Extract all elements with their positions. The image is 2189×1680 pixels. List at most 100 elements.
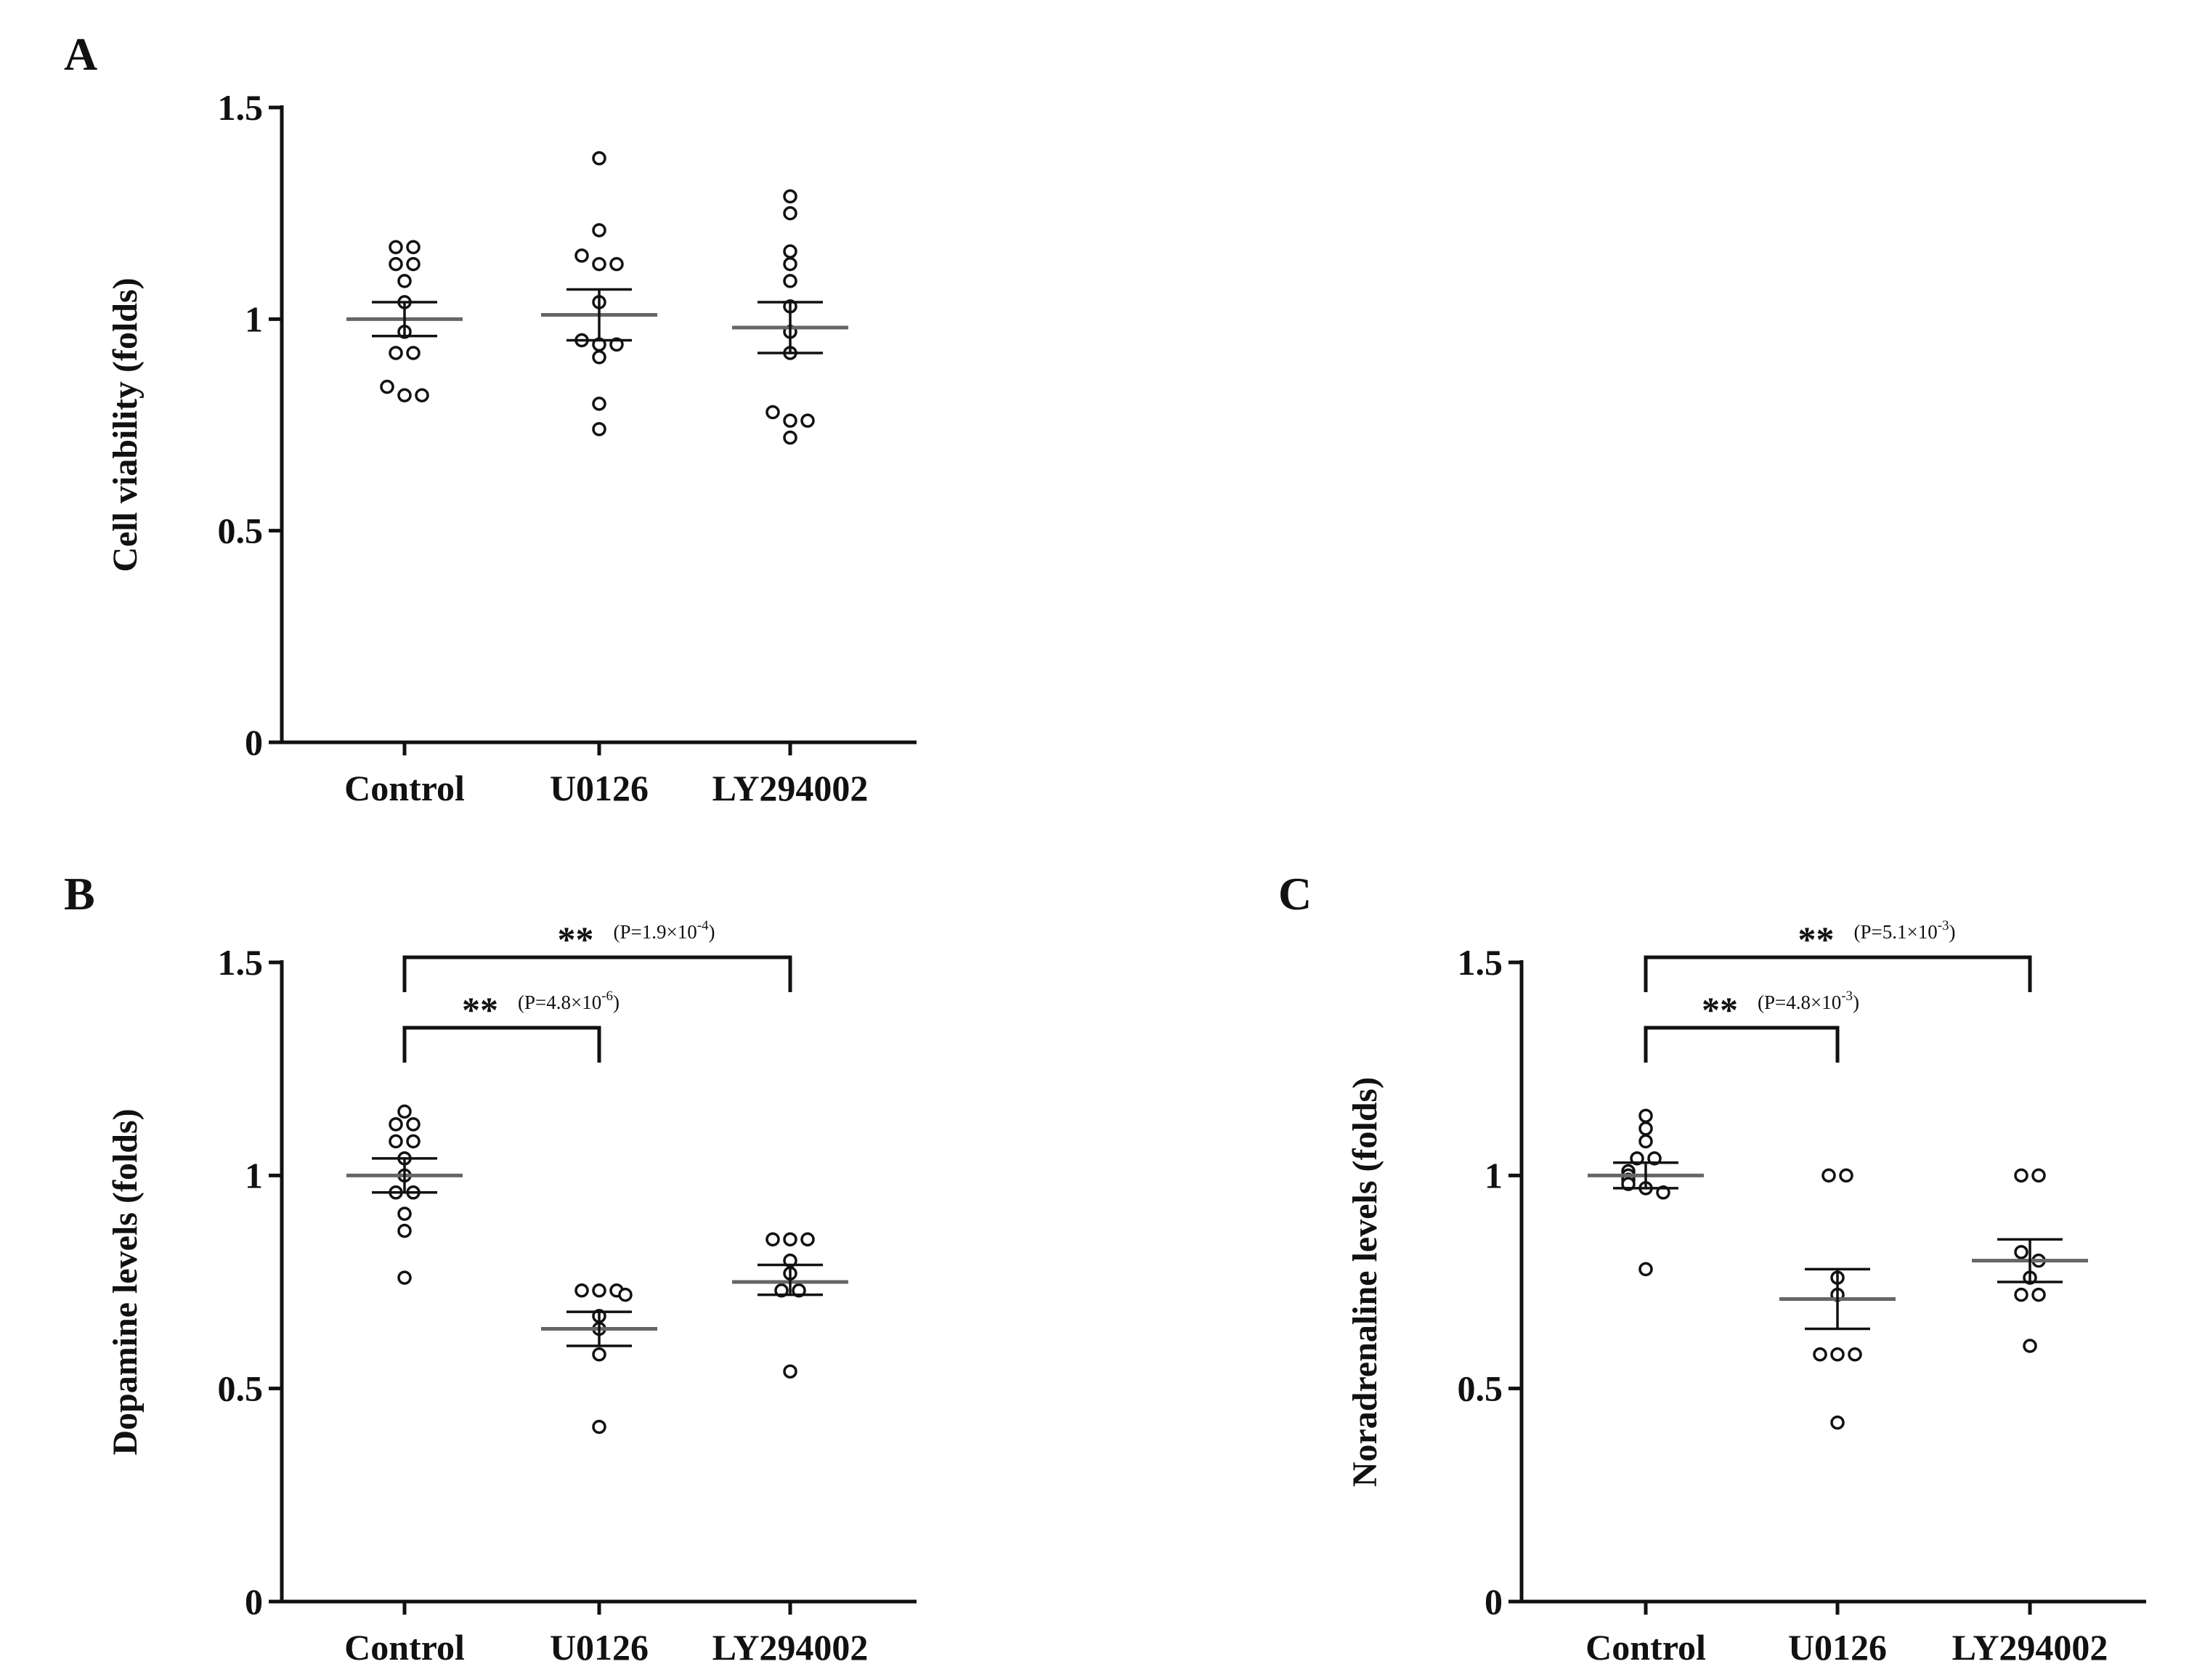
significance-annotation: ** (P=1.9×10-4): [402, 918, 792, 992]
data-point: [397, 388, 412, 402]
significance-annotation: ** (P=5.1×10-3): [1644, 918, 2032, 992]
series-u0126: [541, 1283, 657, 1435]
data-point: [389, 1134, 403, 1149]
p-value: (P=4.8×10-3): [1758, 989, 1859, 1013]
data-point: [592, 1283, 606, 1298]
data-point: [592, 1347, 606, 1362]
data-point: [783, 413, 797, 428]
data-point: [1656, 1185, 1670, 1200]
y-axis-label: Noradrenaline levels (folds): [1346, 1077, 1384, 1487]
data-point: [397, 1104, 412, 1119]
data-point: [1638, 1262, 1653, 1277]
data-point: [592, 397, 606, 411]
y-axis-label: Cell viability (folds): [106, 277, 145, 572]
significance-bracket: [1644, 955, 2032, 992]
y-tick-label: 1: [1485, 1155, 1503, 1196]
p-value-suffix: ): [709, 921, 715, 943]
y-tick-label: 0: [245, 1581, 263, 1622]
y-tick-label: 0: [1485, 1581, 1503, 1622]
y-tick-label: 1: [245, 299, 263, 339]
data-point: [1839, 1168, 1853, 1183]
data-point: [406, 346, 421, 360]
y-axis-label: Dopamine levels (folds): [106, 1108, 145, 1455]
y-tick-label: 0.5: [1458, 1368, 1503, 1409]
x-tick-label: U0126: [1788, 1627, 1887, 1668]
p-value-exponent: -3: [1938, 918, 1949, 933]
data-point: [783, 430, 797, 445]
p-value-exponent: -6: [601, 989, 613, 1004]
x-tick-label: LY294002: [1952, 1627, 2108, 1668]
y-tick-label: 0.5: [218, 511, 264, 551]
data-point: [574, 1283, 589, 1298]
data-point: [1647, 1151, 1662, 1166]
data-point: [783, 206, 797, 221]
data-point: [618, 1287, 633, 1302]
p-value-prefix: (P=5.1×10: [1854, 921, 1938, 943]
series-control: [346, 1104, 463, 1285]
data-point: [792, 1283, 806, 1298]
data-point: [609, 256, 624, 272]
y-tick-label: 0: [245, 722, 263, 763]
data-point: [609, 337, 624, 352]
data-point: [2031, 1168, 2046, 1183]
y-tick-label: 1.5: [218, 942, 264, 983]
x-tick-label: U0126: [550, 1627, 649, 1668]
data-point: [774, 1283, 789, 1298]
p-value-prefix: (P=4.8×10: [1758, 991, 1841, 1013]
significance-stars: **: [462, 989, 498, 1030]
significance-bracket: [1644, 1026, 1840, 1063]
data-point: [389, 256, 403, 272]
data-point: [592, 1419, 606, 1435]
data-point: [592, 256, 606, 272]
x-tick-label: U0126: [550, 768, 649, 808]
data-point: [2014, 1287, 2028, 1302]
data-point: [1621, 1177, 1636, 1191]
series-ly294002: [732, 1232, 848, 1379]
data-point: [783, 274, 797, 288]
data-point: [765, 1232, 780, 1247]
data-point: [1630, 1151, 1644, 1166]
data-point: [783, 1364, 797, 1379]
data-point: [783, 189, 797, 204]
data-point: [592, 223, 606, 238]
y-tick-label: 1.5: [218, 87, 264, 128]
data-point: [2023, 1339, 2037, 1353]
x-tick-label: Control: [344, 768, 465, 808]
data-point: [800, 1232, 815, 1247]
significance-bracket: [402, 955, 792, 992]
series-control: [346, 240, 463, 402]
data-point: [406, 256, 421, 272]
data-point: [1830, 1347, 1845, 1362]
data-point: [2014, 1245, 2028, 1259]
data-point: [406, 240, 421, 255]
panel-letter: B: [64, 868, 95, 920]
p-value-suffix: ): [1853, 991, 1859, 1013]
data-point: [783, 1232, 797, 1247]
p-value-exponent: -3: [1841, 989, 1853, 1004]
series-control: [1588, 1108, 1704, 1277]
significance-stars: **: [558, 919, 594, 959]
data-point: [765, 405, 780, 420]
data-point: [1848, 1347, 1862, 1362]
p-value-prefix: (P=4.8×10: [518, 991, 601, 1013]
data-point: [2031, 1287, 2046, 1302]
significance-stars: **: [1798, 919, 1835, 959]
y-tick-label: 0.5: [218, 1368, 264, 1409]
data-point: [1638, 1121, 1653, 1136]
y-tick-label: 1: [245, 1155, 263, 1196]
y-tick-label: 1.5: [1458, 942, 1503, 983]
data-point: [592, 350, 606, 365]
data-point: [1830, 1415, 1845, 1430]
x-tick-label: LY294002: [712, 1627, 869, 1668]
data-point: [1813, 1347, 1827, 1362]
p-value-prefix: (P=1.9×10: [614, 921, 697, 943]
data-point: [1638, 1108, 1653, 1123]
panel-letter: C: [1278, 868, 1312, 920]
data-point: [389, 346, 403, 360]
data-point: [397, 1223, 412, 1238]
panel-b: B 0 0.5 1 1.5 Dopamine levels (folds) Control U…: [64, 868, 917, 1668]
series-ly294002: [732, 189, 848, 445]
data-point: [800, 413, 815, 428]
data-point: [389, 240, 403, 255]
